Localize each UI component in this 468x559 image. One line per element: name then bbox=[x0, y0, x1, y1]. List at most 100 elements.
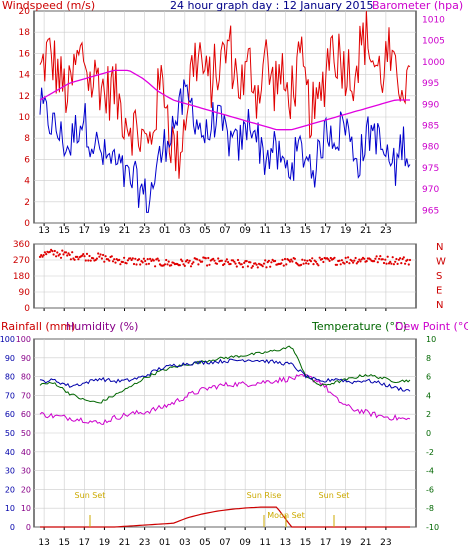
direction-point bbox=[142, 257, 145, 260]
direction-point bbox=[314, 260, 318, 263]
direction-point bbox=[99, 253, 102, 256]
direction-point bbox=[291, 260, 294, 263]
rain-tick-label: 30 bbox=[5, 467, 15, 476]
direction-point bbox=[61, 249, 64, 252]
direction-point bbox=[71, 251, 74, 254]
direction-point bbox=[166, 263, 169, 266]
direction-point bbox=[404, 262, 407, 265]
direction-point bbox=[170, 264, 173, 267]
direction-point bbox=[126, 259, 129, 262]
direction-point bbox=[354, 256, 357, 260]
direction-point bbox=[356, 260, 360, 263]
direction-point bbox=[67, 252, 70, 255]
direction-points bbox=[38, 248, 412, 269]
direction-point bbox=[246, 265, 249, 268]
direction-point bbox=[270, 261, 273, 264]
direction-point bbox=[87, 259, 90, 262]
wind-tick-label: 14 bbox=[19, 71, 31, 81]
direction-point bbox=[217, 257, 220, 260]
direction-point bbox=[156, 257, 159, 260]
direction-point bbox=[227, 261, 230, 264]
rain-tick-label: 10 bbox=[5, 504, 15, 513]
direction-point bbox=[152, 259, 155, 262]
direction-point bbox=[300, 263, 303, 266]
direction-point bbox=[344, 256, 347, 259]
direction-point bbox=[213, 259, 216, 262]
x-tick-label: 15 bbox=[58, 226, 69, 236]
event-label: Sun Set bbox=[319, 491, 350, 500]
direction-point bbox=[302, 262, 305, 265]
x-tick-label: 05 bbox=[199, 226, 210, 236]
direction-point bbox=[390, 262, 393, 265]
direction-point bbox=[407, 263, 410, 266]
direction-point bbox=[191, 262, 194, 265]
direction-point bbox=[311, 257, 314, 260]
humidity-tick-label: 10 bbox=[21, 504, 31, 513]
direction-point bbox=[73, 258, 76, 261]
direction-point bbox=[144, 259, 147, 263]
direction-point bbox=[360, 258, 363, 261]
direction-point bbox=[343, 262, 346, 265]
direction-point bbox=[38, 255, 42, 258]
temp-tick-label: 8 bbox=[426, 354, 431, 363]
x-tick-label: 03 bbox=[179, 538, 190, 548]
direction-point bbox=[163, 263, 167, 266]
humidity-axis-label: Humidity (%) bbox=[66, 320, 138, 333]
x-tick-label: 15 bbox=[300, 538, 311, 548]
x-tick-label: 13 bbox=[38, 226, 49, 236]
temp-tick-label: 2 bbox=[426, 410, 431, 419]
temp-tick-label: 0 bbox=[426, 429, 431, 438]
humidity-tick-label: 0 bbox=[26, 523, 31, 532]
event-label: Moon Set bbox=[267, 511, 304, 520]
direction-point bbox=[225, 258, 228, 261]
compass-label: S bbox=[436, 271, 442, 282]
x-tick-label: 19 bbox=[99, 538, 111, 548]
direction-point bbox=[62, 253, 65, 256]
temp-tick-label: 4 bbox=[426, 391, 431, 400]
direction-point bbox=[85, 252, 89, 255]
compass-label: N bbox=[436, 300, 443, 311]
direction-point bbox=[145, 263, 148, 266]
direction-point bbox=[261, 265, 264, 268]
direction-point bbox=[408, 258, 412, 262]
rain-tick-label: 90 bbox=[5, 354, 15, 363]
direction-point bbox=[340, 259, 343, 262]
direction-point bbox=[149, 257, 152, 260]
direction-point bbox=[395, 257, 398, 261]
direction-point bbox=[180, 258, 183, 261]
direction-point bbox=[254, 262, 257, 265]
direction-point bbox=[220, 259, 223, 262]
direction-point bbox=[229, 262, 232, 266]
direction-point bbox=[255, 263, 258, 266]
baro-tick-label: 965 bbox=[422, 206, 439, 216]
dew-axis-label: Dew Point (°C) bbox=[395, 320, 468, 333]
temp-axis-label: Temperature (°C) bbox=[311, 320, 407, 333]
direction-point bbox=[141, 261, 144, 264]
direction-point bbox=[100, 257, 103, 260]
x-tick-label: 21 bbox=[119, 538, 130, 548]
direction-point bbox=[358, 258, 361, 261]
direction-point bbox=[287, 259, 290, 262]
direction-point bbox=[400, 262, 403, 265]
direction-point bbox=[316, 262, 319, 265]
x-tick-label: 01 bbox=[159, 226, 170, 236]
direction-point bbox=[198, 259, 201, 262]
direction-point bbox=[189, 265, 193, 268]
direction-point bbox=[250, 266, 253, 269]
x-tick-label: 23 bbox=[139, 538, 150, 548]
direction-point bbox=[42, 254, 45, 257]
wind-tick-label: 16 bbox=[19, 49, 31, 59]
direction-point bbox=[387, 262, 391, 265]
direction-point bbox=[397, 258, 400, 261]
direction-point bbox=[53, 249, 56, 253]
baro-tick-label: 970 bbox=[422, 185, 439, 195]
x-tick-label: 13 bbox=[280, 226, 291, 236]
direction-point bbox=[102, 253, 105, 257]
baro-axis-label: Barometer (hpa) bbox=[372, 0, 463, 12]
x-tick-label: 21 bbox=[360, 226, 371, 236]
temp-tick-label: -6 bbox=[426, 485, 434, 494]
x-tick-label: 15 bbox=[300, 226, 311, 236]
wind-tick-label: 18 bbox=[19, 28, 31, 38]
direction-point bbox=[394, 260, 397, 263]
direction-point bbox=[317, 264, 320, 267]
